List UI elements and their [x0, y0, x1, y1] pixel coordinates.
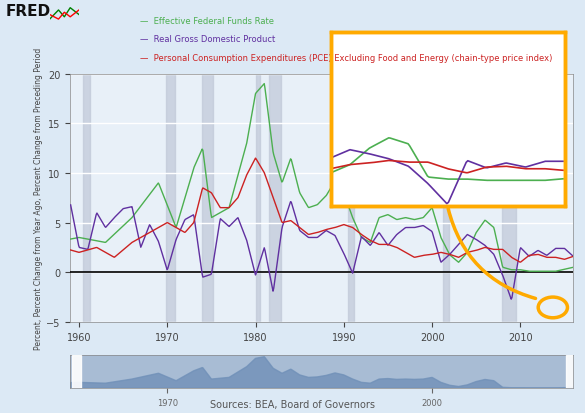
- Text: —  Personal Consumption Expenditures (PCE) Excluding Food and Energy (chain-type: — Personal Consumption Expenditures (PCE…: [140, 54, 553, 63]
- Text: FRED: FRED: [6, 4, 51, 19]
- Bar: [566, 355, 575, 388]
- Text: Sources: BEA, Board of Governors: Sources: BEA, Board of Governors: [210, 399, 375, 409]
- Bar: [72, 355, 81, 388]
- Bar: [256, 74, 260, 322]
- Bar: [443, 74, 449, 322]
- Polygon shape: [71, 357, 573, 388]
- Bar: [202, 74, 213, 322]
- Bar: [82, 74, 90, 322]
- Bar: [269, 74, 281, 322]
- Text: —  Real Gross Domestic Product: — Real Gross Domestic Product: [140, 35, 276, 44]
- Bar: [502, 74, 516, 322]
- Bar: [348, 74, 355, 322]
- Y-axis label: Percent, Percent Change from Year Ago, Percent Change from Preceding Period: Percent, Percent Change from Year Ago, P…: [35, 47, 43, 349]
- Text: —  Effective Federal Funds Rate: — Effective Federal Funds Rate: [140, 17, 274, 26]
- Bar: [166, 74, 176, 322]
